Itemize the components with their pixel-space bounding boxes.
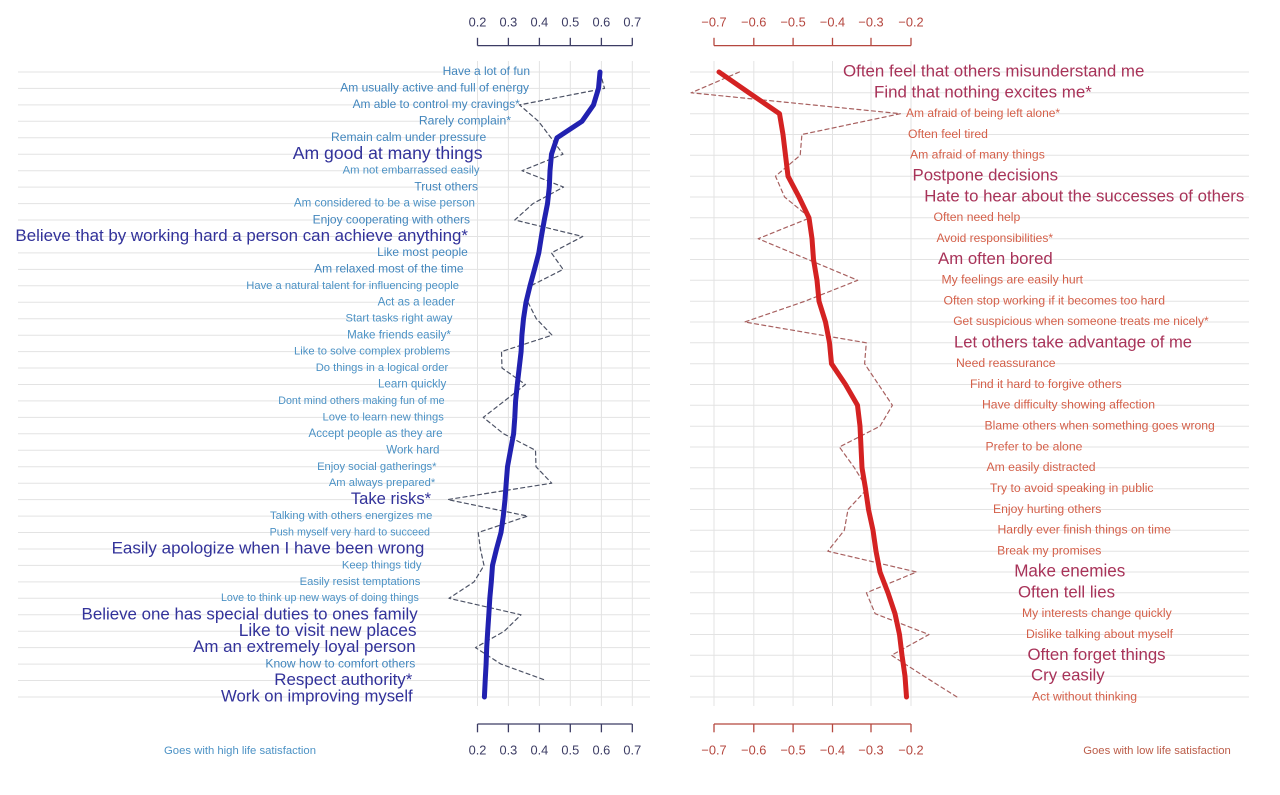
svg-text:Try to avoid speaking in publi: Try to avoid speaking in public [990,481,1154,495]
svg-text:Like to visit new places: Like to visit new places [239,620,417,640]
svg-text:Often forget things: Often forget things [1028,645,1166,664]
svg-text:Hate to hear about the success: Hate to hear about the successes of othe… [924,187,1244,206]
svg-text:Do things in a logical order: Do things in a logical order [316,362,449,374]
svg-text:Blame others when something go: Blame others when something goes wrong [985,419,1215,433]
svg-text:0.2: 0.2 [469,15,487,30]
svg-text:0.6: 0.6 [593,743,611,758]
svg-text:Make friends easily*: Make friends easily* [347,328,451,341]
svg-text:−0.4: −0.4 [820,15,845,30]
svg-text:0.4: 0.4 [531,15,549,30]
svg-text:Enjoy social gatherings*: Enjoy social gatherings* [317,461,437,473]
svg-text:Am able to control my cravings: Am able to control my cravings* [353,97,521,111]
svg-text:Find that nothing excites me*: Find that nothing excites me* [874,82,1092,101]
svg-text:Like to solve complex problems: Like to solve complex problems [294,346,450,358]
svg-text:0.4: 0.4 [531,743,549,758]
svg-text:Have a natural talent for infl: Have a natural talent for influencing pe… [246,280,459,292]
svg-text:Often need help: Often need help [934,210,1021,224]
svg-text:−0.2: −0.2 [898,15,923,30]
svg-text:Am always prepared*: Am always prepared* [329,477,436,489]
svg-text:Know how to comfort others: Know how to comfort others [265,656,415,670]
svg-text:0.5: 0.5 [561,15,579,30]
svg-text:Enjoy hurting others: Enjoy hurting others [993,502,1101,516]
svg-text:−0.2: −0.2 [898,743,923,758]
svg-text:Work on improving myself: Work on improving myself [221,687,413,706]
svg-text:Am afraid of many things: Am afraid of many things [910,148,1045,162]
svg-text:−0.6: −0.6 [741,743,766,758]
svg-text:Am considered to be a wise per: Am considered to be a wise person [294,197,475,210]
svg-text:Goes with high life satisfacti: Goes with high life satisfaction [164,745,316,757]
svg-text:0.7: 0.7 [623,743,641,758]
svg-text:Cry easily: Cry easily [1031,666,1105,685]
svg-text:−0.3: −0.3 [858,743,883,758]
svg-text:−0.7: −0.7 [701,743,726,758]
svg-text:0.2: 0.2 [469,743,487,758]
svg-text:Dislike talking about myself: Dislike talking about myself [1026,627,1174,641]
svg-text:Act as a leader: Act as a leader [378,295,455,308]
svg-text:Talking with others energizes: Talking with others energizes me [270,510,432,522]
svg-text:−0.7: −0.7 [701,15,726,30]
svg-text:−0.5: −0.5 [780,743,805,758]
svg-text:Often stop working if it becom: Often stop working if it becomes too har… [944,294,1166,308]
svg-text:Avoid responsibilities*: Avoid responsibilities* [937,231,1054,245]
svg-text:−0.4: −0.4 [820,743,845,758]
svg-text:−0.6: −0.6 [741,15,766,30]
svg-text:Accept people as they are: Accept people as they are [309,427,443,440]
svg-text:Am usually active and full of: Am usually active and full of energy [340,81,529,95]
svg-text:Am afraid of being left alone*: Am afraid of being left alone* [906,106,1060,120]
svg-text:Learn quickly: Learn quickly [378,378,447,391]
svg-text:Believe one has special duties: Believe one has special duties to ones f… [82,604,419,623]
svg-text:Take risks*: Take risks* [351,489,432,508]
svg-text:Make enemies: Make enemies [1014,562,1125,581]
svg-text:Work hard: Work hard [386,443,439,456]
svg-text:Respect authority*: Respect authority* [274,670,412,689]
svg-text:Goes with low life satisfactio: Goes with low life satisfaction [1083,745,1231,757]
svg-text:Often tell lies: Often tell lies [1018,582,1115,601]
svg-text:Often feel tired: Often feel tired [908,127,988,141]
svg-text:Like most people: Like most people [377,245,468,259]
svg-text:0.5: 0.5 [561,743,579,758]
svg-text:Easily apologize when I have b: Easily apologize when I have been wrong [112,539,425,558]
svg-text:0.7: 0.7 [623,15,641,30]
svg-text:Postpone decisions: Postpone decisions [913,166,1059,185]
svg-text:My interests change quickly: My interests change quickly [1022,606,1173,620]
svg-text:Keep things tidy: Keep things tidy [342,559,422,571]
svg-text:0.3: 0.3 [500,743,518,758]
svg-text:Remain calm under pressure: Remain calm under pressure [331,130,487,144]
svg-text:Prefer to be alone: Prefer to be alone [986,439,1083,453]
svg-text:Start tasks right away: Start tasks right away [346,313,453,325]
svg-text:Easily resist temptations: Easily resist temptations [300,576,421,588]
svg-text:−0.3: −0.3 [858,15,883,30]
svg-text:0.6: 0.6 [593,15,611,30]
svg-text:Trust others: Trust others [414,179,478,193]
svg-text:Hardly ever finish things on t: Hardly ever finish things on time [998,523,1172,537]
svg-text:Have a lot of fun: Have a lot of fun [443,64,530,78]
svg-text:My feelings are easily hurt: My feelings are easily hurt [942,273,1084,287]
svg-text:Find it hard to forgive others: Find it hard to forgive others [970,377,1122,391]
svg-text:Am relaxed most of the time: Am relaxed most of the time [314,262,464,276]
svg-text:Love to learn new things: Love to learn new things [323,411,445,423]
svg-text:0.3: 0.3 [500,15,518,30]
svg-text:Enjoy cooperating with others: Enjoy cooperating with others [313,212,470,226]
svg-text:Have difficulty showing affect: Have difficulty showing affection [982,398,1155,412]
svg-text:Get suspicious when someone tr: Get suspicious when someone treats me ni… [953,314,1209,328]
svg-text:Rarely complain*: Rarely complain* [419,114,511,128]
svg-text:Break my promises: Break my promises [997,544,1101,558]
svg-text:Am an extremely loyal person: Am an extremely loyal person [193,637,416,656]
svg-text:Dont mind others making fun of: Dont mind others making fun of me [278,395,444,407]
svg-text:Act without thinking: Act without thinking [1032,689,1137,703]
svg-text:Am not embarrassed easily: Am not embarrassed easily [343,165,480,177]
svg-text:Push myself very hard to succe: Push myself very hard to succeed [270,526,430,538]
svg-text:Am easily distracted: Am easily distracted [987,460,1096,474]
svg-text:Am often bored: Am often bored [938,249,1053,268]
svg-text:Let others take advantage of m: Let others take advantage of me [954,332,1192,351]
svg-text:Often feel that others misunde: Often feel that others misunderstand me [843,62,1144,81]
svg-text:Love to think up new ways of d: Love to think up new ways of doing thing… [221,592,419,604]
svg-text:Am good at many things: Am good at many things [293,143,483,163]
svg-text:Believe that by working hard a: Believe that by working hard a person ca… [15,226,468,245]
svg-text:Need reassurance: Need reassurance [956,356,1056,370]
svg-text:−0.5: −0.5 [780,15,805,30]
